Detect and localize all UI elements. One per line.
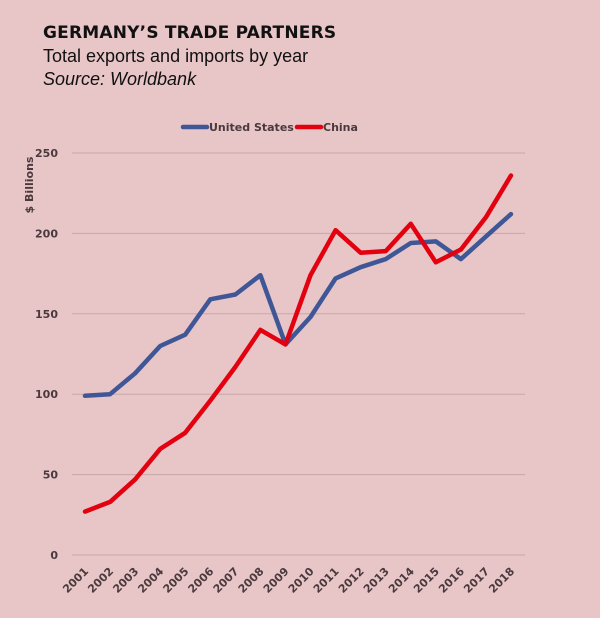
chart-title: GERMANY’S TRADE PARTNERS (43, 23, 337, 43)
legend-label: United States (209, 121, 294, 134)
legend-item-united-states: United States (180, 121, 294, 134)
y-tick-label: 50 (43, 469, 59, 482)
legend-item-china: China (294, 121, 358, 134)
chart-subtitle: Total exports and imports by year (43, 46, 309, 66)
x-tick-label: 2009 (261, 565, 292, 596)
legend-label: China (323, 121, 358, 134)
x-tick-label: 2015 (411, 565, 442, 596)
y-tick-label: 150 (35, 308, 58, 321)
y-tick-label: 100 (35, 388, 58, 401)
x-tick-label: 2018 (486, 565, 517, 596)
x-tick-label: 2014 (386, 565, 417, 596)
y-tick-label: 250 (35, 147, 58, 160)
series-line-china (82, 173, 514, 514)
x-tick-label: 2016 (436, 565, 467, 596)
x-tick-label: 2010 (286, 565, 317, 596)
chart-header: GERMANY’S TRADE PARTNERS Total exports a… (43, 22, 336, 90)
x-tick-label: 2001 (60, 565, 91, 596)
x-tick-label: 2003 (110, 565, 141, 596)
x-tick-label: 2011 (311, 565, 342, 596)
y-axis-label: $ Billions (23, 156, 36, 213)
y-axis-ticks: 0 50 100 150 200 250 (35, 147, 58, 562)
x-tick-label: 2002 (85, 565, 116, 596)
series-line-united-states (82, 211, 514, 399)
gridlines (72, 152, 525, 556)
x-tick-label: 2004 (135, 565, 166, 596)
series-lines (82, 173, 514, 514)
x-tick-label: 2007 (211, 565, 242, 596)
x-tick-label: 2012 (336, 565, 367, 596)
x-tick-label: 2013 (361, 565, 392, 596)
x-tick-label: 2008 (236, 565, 267, 596)
x-tick-label: 2005 (161, 565, 192, 596)
chart-source: Source: Worldbank (43, 69, 197, 89)
x-tick-label: 2017 (461, 565, 492, 596)
y-tick-label: 0 (50, 549, 58, 562)
x-axis-ticks: 2001200220032004200520062007200820092010… (60, 565, 517, 596)
x-tick-label: 2006 (186, 565, 217, 596)
y-tick-label: 200 (35, 227, 58, 240)
legend: United States China (180, 121, 358, 134)
